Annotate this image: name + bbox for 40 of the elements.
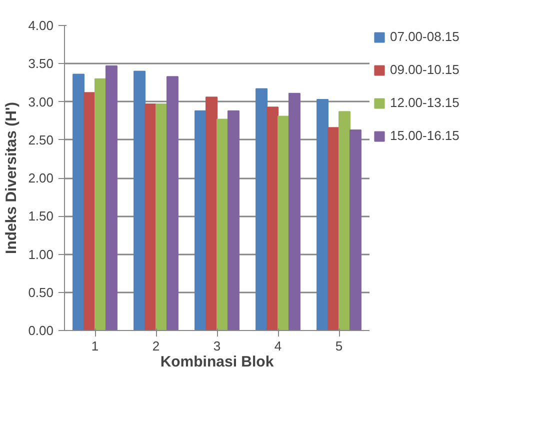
x-tick-label: 3 xyxy=(213,338,221,354)
y-tick-label: 0.00 xyxy=(28,323,54,338)
x-tick-label: 5 xyxy=(335,338,343,354)
x-tick-label: 1 xyxy=(91,338,99,354)
bar xyxy=(316,98,329,330)
bar xyxy=(84,92,96,330)
bar xyxy=(206,96,218,330)
legend-label: 09.00-10.15 xyxy=(390,62,460,77)
legend-label: 12.00-13.15 xyxy=(390,95,460,110)
y-axis-title: Indeks Diversitas (H') xyxy=(3,102,20,254)
bar xyxy=(256,88,268,330)
bar xyxy=(227,110,240,330)
bar xyxy=(216,118,228,330)
bar xyxy=(105,65,118,330)
y-tick-label: 4.00 xyxy=(28,18,54,33)
bar xyxy=(278,116,290,330)
y-tick-label: 3.50 xyxy=(28,56,54,72)
y-tick-label: 3.00 xyxy=(28,94,54,110)
y-tick-label: 1.50 xyxy=(28,208,54,224)
bar xyxy=(194,110,207,330)
y-tick-label: 2.50 xyxy=(28,132,54,148)
bar xyxy=(349,129,362,330)
legend-label: 07.00-08.15 xyxy=(390,29,460,44)
bar xyxy=(156,104,168,330)
y-tick-label: 0.50 xyxy=(28,284,54,300)
legend-label: 15.00-16.15 xyxy=(390,128,460,143)
bar xyxy=(266,106,278,330)
x-tick-label: 2 xyxy=(152,338,160,354)
x-axis-title: Kombinasi Blok xyxy=(160,354,274,370)
y-tick-label: 2.00 xyxy=(28,170,54,186)
bar xyxy=(288,92,300,330)
bar xyxy=(166,76,178,330)
y-tick-label: 1.00 xyxy=(28,246,54,262)
bar xyxy=(72,74,85,330)
bar xyxy=(338,111,350,330)
bar xyxy=(144,104,156,330)
bar xyxy=(94,78,106,330)
bar xyxy=(328,127,340,330)
bar xyxy=(134,70,146,330)
x-tick-label: 4 xyxy=(274,338,282,354)
